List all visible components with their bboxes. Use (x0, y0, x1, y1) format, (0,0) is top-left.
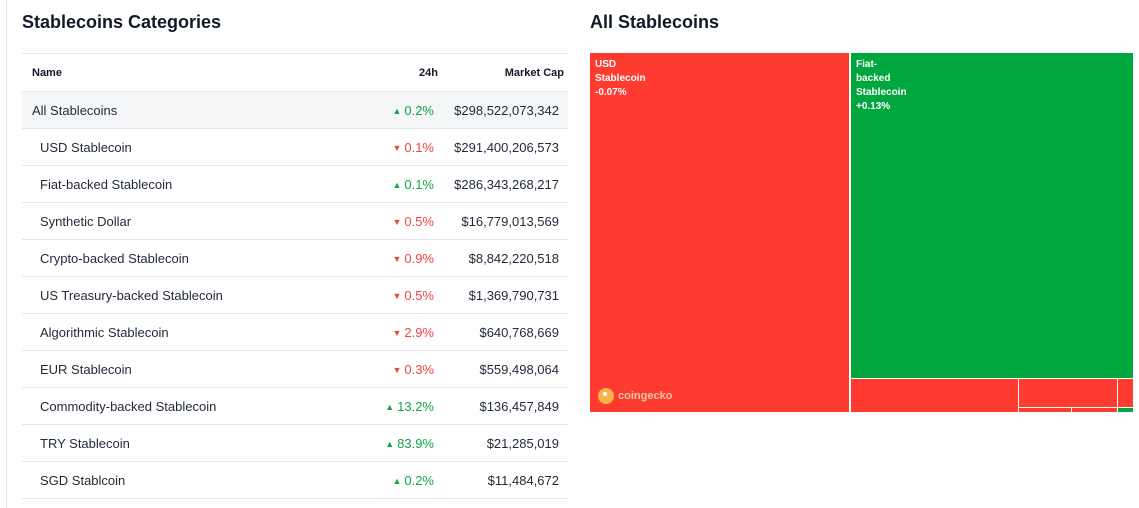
change-value: 83.9% (397, 435, 434, 451)
table-row[interactable]: All Stablecoins ▲ 0.2% $298,522,073,342 (22, 92, 568, 129)
left-border (6, 0, 7, 508)
treemap-tile-small[interactable] (1019, 408, 1071, 412)
table-row[interactable]: Crypto-backed Stablecoin ▼ 0.9% $8,842,220,… (22, 240, 568, 277)
table-body: All Stablecoins ▲ 0.2% $298,522,073,342 USD … (22, 92, 568, 499)
treemap-chart: USD Stablecoin -0.07% coingecko Fiat- ba… (590, 53, 1133, 412)
change-24h: ▼ 2.9% (328, 325, 438, 340)
category-name[interactable]: SGD Stablcoin (40, 472, 126, 488)
change-value: 0.5% (404, 213, 434, 229)
change-24h: ▲ 0.1% (328, 177, 438, 192)
table-row[interactable]: USD Stablecoin ▼ 0.1% $291,400,206,573 (22, 129, 568, 166)
caret-up-icon: ▲ (385, 438, 395, 449)
category-name[interactable]: Synthetic Dollar (40, 213, 132, 229)
category-name[interactable]: US Treasury-backed Stablecoin (40, 287, 223, 303)
change-24h: ▼ 0.1% (328, 140, 438, 155)
caret-up-icon: ▲ (392, 475, 402, 486)
table-row[interactable]: Commodity-backed Stablecoin ▲ 13.2% $136,45… (22, 388, 568, 425)
treemap-tile-small[interactable] (1118, 408, 1133, 412)
treemap-tile-small[interactable] (851, 379, 1018, 412)
table-row[interactable]: US Treasury-backed Stablecoin ▼ 0.5% $1,369… (22, 277, 568, 314)
table-row[interactable]: Algorithmic Stablecoin ▼ 2.9% $640,768,669 (22, 314, 568, 351)
treemap-tile-usd-stablecoin[interactable]: USD Stablecoin -0.07% coingecko (590, 53, 849, 412)
change-value: 2.9% (404, 324, 434, 340)
category-name[interactable]: Algorithmic Stablecoin (40, 324, 169, 340)
change-value: 0.2% (404, 472, 434, 488)
caret-down-icon: ▼ (392, 142, 402, 153)
caret-down-icon: ▼ (392, 216, 402, 227)
caret-up-icon: ▲ (392, 179, 402, 190)
market-cap: $559,498,064 (479, 361, 559, 377)
caret-down-icon: ▼ (392, 364, 402, 375)
category-name[interactable]: All Stablecoins (32, 102, 118, 118)
market-cap: $286,343,268,217 (454, 176, 559, 192)
treemap-title: All Stablecoins (590, 12, 720, 32)
change-24h: ▲ 0.2% (328, 103, 438, 118)
market-cap: $8,842,220,518 (468, 250, 559, 266)
treemap-tile-fiat-backed-stablecoin[interactable]: Fiat- backed Stablecoin +0.13% (851, 53, 1133, 378)
category-name[interactable]: EUR Stablecoin (40, 361, 132, 377)
table-row[interactable]: SGD Stablcoin ▲ 0.2% $11,484,672 (22, 462, 568, 499)
market-cap: $11,484,672 (487, 472, 559, 488)
change-value: 0.1% (404, 176, 434, 192)
table-row[interactable]: EUR Stablecoin ▼ 0.3% $559,498,064 (22, 351, 568, 388)
treemap-panel: All Stablecoins USD Stablecoin -0.07% co… (590, 0, 1135, 508)
caret-down-icon: ▼ (392, 253, 402, 264)
market-cap: $1,369,790,731 (468, 287, 559, 303)
column-header-24h[interactable]: 24h (419, 66, 438, 79)
treemap-tile-label: Fiat- backed Stablecoin +0.13% (856, 59, 907, 112)
treemap-tile-small[interactable] (1072, 408, 1117, 412)
table-row[interactable]: TRY Stablecoin ▲ 83.9% $21,285,019 (22, 425, 568, 462)
change-24h: ▼ 0.5% (328, 214, 438, 229)
change-value: 0.3% (404, 361, 434, 377)
table-row[interactable]: Fiat-backed Stablecoin ▲ 0.1% $286,343,268,… (22, 166, 568, 203)
market-cap: $16,779,013,569 (461, 213, 559, 229)
caret-up-icon: ▲ (385, 401, 395, 412)
change-value: 0.2% (404, 102, 434, 118)
categories-table: Name 24h Market Cap All Stablecoins ▲ 0.2%… (22, 53, 568, 499)
category-name[interactable]: TRY Stablecoin (40, 435, 130, 451)
category-name[interactable]: USD Stablecoin (40, 139, 132, 155)
market-cap: $136,457,849 (479, 398, 559, 414)
column-header-market-cap[interactable]: Market Cap (504, 66, 564, 79)
caret-down-icon: ▼ (392, 290, 402, 301)
treemap-tile-small[interactable] (1019, 379, 1117, 407)
change-24h: ▲ 13.2% (328, 399, 438, 414)
change-24h: ▼ 0.3% (328, 362, 438, 377)
market-cap: $21,285,019 (486, 435, 559, 451)
categories-title: Stablecoins Categories (22, 12, 222, 32)
change-value: 0.9% (404, 250, 434, 266)
market-cap: $291,400,206,573 (454, 139, 559, 155)
treemap-tile-small[interactable] (1118, 379, 1133, 407)
change-value: 13.2% (397, 398, 434, 414)
caret-up-icon: ▲ (392, 105, 402, 116)
change-24h: ▲ 83.9% (328, 436, 438, 451)
treemap-tile-label: USD Stablecoin -0.07% (595, 59, 646, 98)
category-name[interactable]: Commodity-backed Stablecoin (40, 398, 217, 414)
table-header: Name 24h Market Cap (22, 54, 568, 92)
change-value: 0.1% (404, 139, 434, 155)
table-row[interactable]: Synthetic Dollar ▼ 0.5% $16,779,013,569 (22, 203, 568, 240)
change-value: 0.5% (404, 287, 434, 303)
market-cap: $298,522,073,342 (454, 102, 559, 118)
change-24h: ▼ 0.5% (328, 288, 438, 303)
change-24h: ▲ 0.2% (328, 473, 438, 488)
caret-down-icon: ▼ (392, 327, 402, 338)
gecko-icon (598, 388, 614, 404)
market-cap: $640,768,669 (479, 324, 559, 340)
column-header-name[interactable]: Name (32, 66, 62, 79)
categories-panel: Stablecoins Categories Name 24h Market C… (22, 0, 568, 508)
coingecko-logo: coingecko (598, 388, 672, 404)
category-name[interactable]: Crypto-backed Stablecoin (40, 250, 189, 266)
change-24h: ▼ 0.9% (328, 251, 438, 266)
category-name[interactable]: Fiat-backed Stablecoin (40, 176, 173, 192)
